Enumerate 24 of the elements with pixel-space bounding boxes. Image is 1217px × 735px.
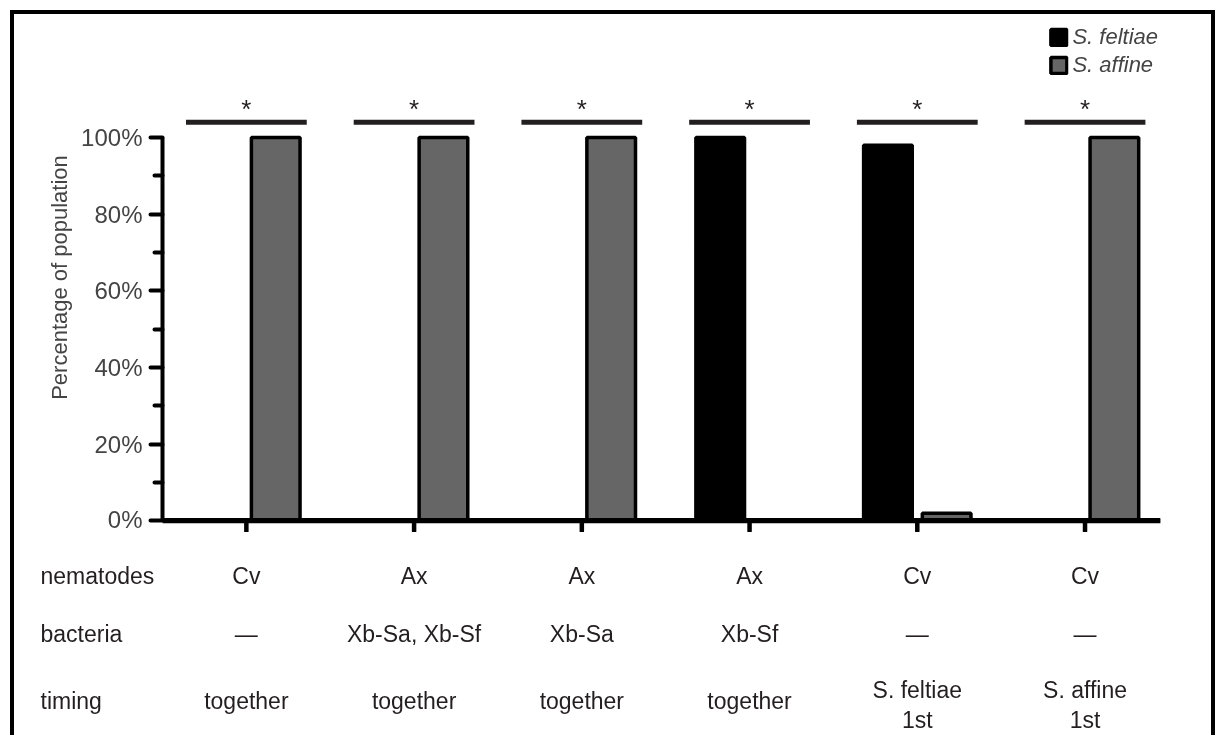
- category-label: Cv — together: [204, 562, 289, 714]
- y-tick-label: 20%: [94, 430, 143, 458]
- text: nematodes: [40, 562, 155, 589]
- category-label: Ax Xb-Sa, Xb-Sf together: [346, 562, 482, 714]
- category-label: Ax Xb-Sa together: [539, 562, 625, 714]
- text: timing: [40, 687, 102, 714]
- legend-label: S. affine: [1072, 52, 1154, 78]
- category-label: Cv — S. feltiae 1st: [872, 562, 963, 733]
- category-label: Cv — S. affine 1st: [1043, 562, 1128, 733]
- text: *: [409, 93, 420, 124]
- text: *: [912, 93, 923, 124]
- text: bacteria: [40, 620, 123, 647]
- y-axis-title: Percentage of population: [47, 155, 73, 400]
- text: *: [576, 93, 587, 124]
- text: *: [1079, 93, 1091, 124]
- y-tick-label: 80%: [94, 200, 143, 228]
- y-tick-label: 40%: [94, 354, 143, 382]
- legend-label: S. feltiae: [1072, 24, 1158, 50]
- y-tick-label: 60%: [94, 277, 143, 305]
- text: *: [744, 93, 755, 124]
- category-label: Ax Xb-Sf together: [707, 562, 792, 714]
- y-tick-label: 100%: [81, 124, 143, 152]
- y-tick-label: 0%: [107, 505, 143, 533]
- text: *: [241, 93, 252, 124]
